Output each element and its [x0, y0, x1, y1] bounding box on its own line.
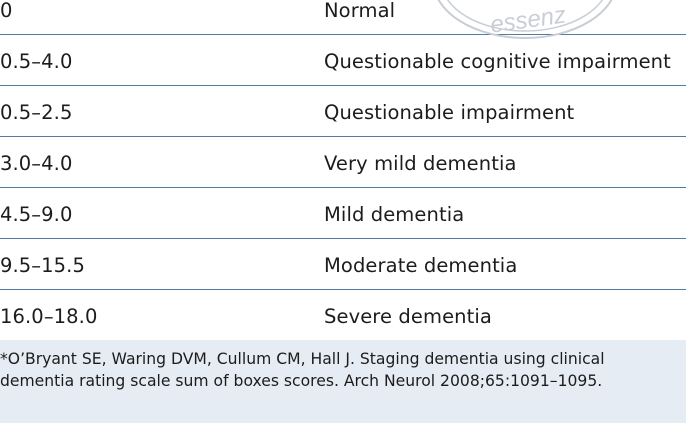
staging-table: 0 Normal 0.5–4.0 Questionable cognitive …: [0, 0, 686, 341]
score-range-cell: 0.5–2.5: [0, 101, 73, 124]
stage-cell: Questionable cognitive impairment: [324, 50, 671, 73]
table-row: 4.5–9.0 Mild dementia: [0, 188, 686, 239]
table-row: 3.0–4.0 Very mild dementia: [0, 137, 686, 188]
table-row: 0.5–2.5 Questionable impairment: [0, 86, 686, 137]
stage-cell: Very mild dementia: [324, 152, 517, 175]
table-row: 0 Normal: [0, 0, 686, 35]
table-footnote: *O’Bryant SE, Waring DVM, Cullum CM, Hal…: [0, 340, 686, 423]
score-range-cell: 0.5–4.0: [0, 50, 73, 73]
stage-cell: Normal: [324, 0, 396, 22]
stage-cell: Moderate dementia: [324, 254, 518, 277]
stage-cell: Severe dementia: [324, 305, 492, 328]
stage-cell: Questionable impairment: [324, 101, 575, 124]
footnote-text: *O’Bryant SE, Waring DVM, Cullum CM, Hal…: [0, 350, 605, 390]
table-row: 16.0–18.0 Severe dementia: [0, 290, 686, 341]
score-range-cell: 0: [0, 0, 13, 22]
score-range-cell: 3.0–4.0: [0, 152, 73, 175]
score-range-cell: 16.0–18.0: [0, 305, 98, 328]
table-row: 0.5–4.0 Questionable cognitive impairmen…: [0, 35, 686, 86]
table-row: 9.5–15.5 Moderate dementia: [0, 239, 686, 290]
score-range-cell: 9.5–15.5: [0, 254, 85, 277]
stage-cell: Mild dementia: [324, 203, 465, 226]
score-range-cell: 4.5–9.0: [0, 203, 73, 226]
